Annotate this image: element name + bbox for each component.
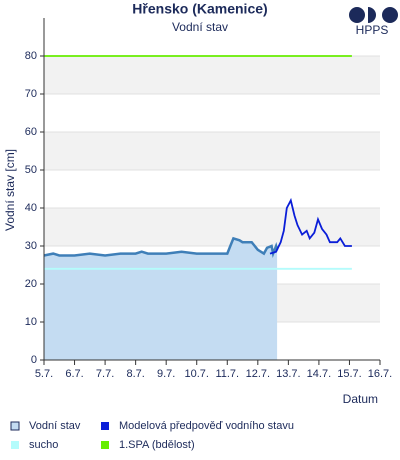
legend-swatch	[101, 441, 109, 449]
y-tick-label: 30	[25, 240, 37, 252]
x-tick-label: 6.7.	[65, 368, 83, 380]
x-tick-label: 16.7.	[368, 368, 392, 380]
grid-band	[44, 208, 380, 246]
legend-label: Vodní stav	[29, 420, 81, 432]
grid-band	[44, 132, 380, 170]
x-tick-label: 10.7.	[184, 368, 208, 380]
y-tick-label: 50	[25, 164, 37, 176]
x-tick-label: 12.7.	[246, 368, 270, 380]
x-tick-label: 9.7.	[157, 368, 175, 380]
x-tick-label: 5.7.	[35, 368, 53, 380]
legend-swatch	[10, 421, 20, 431]
x-axis-label: Datum	[343, 392, 378, 406]
logo: HPPS	[349, 7, 398, 37]
x-tick-label: 13.7.	[276, 368, 300, 380]
y-tick-label: 0	[31, 354, 37, 366]
y-tick-label: 60	[25, 126, 37, 138]
x-tick-label: 7.7.	[96, 368, 114, 380]
legend-label: 1.SPA (bdělost)	[119, 439, 195, 451]
x-tick-label: 8.7.	[126, 368, 144, 380]
y-tick-label: 40	[25, 202, 37, 214]
y-tick-label: 20	[25, 278, 37, 290]
x-tick-label: 14.7.	[307, 368, 331, 380]
y-tick-label: 80	[25, 50, 37, 62]
line	[269, 197, 352, 255]
y-axis-label: Vodní stav [cm]	[3, 149, 17, 231]
grid-band	[44, 56, 380, 94]
chart-subtitle: Vodní stav	[172, 20, 228, 34]
chart-title: Hřensko (Kamenice)	[132, 1, 267, 17]
x-tick-label: 15.7.	[337, 368, 361, 380]
logo-shape	[368, 7, 376, 23]
area-edge	[43, 236, 279, 259]
logo-shape	[382, 7, 398, 23]
logo-shape	[349, 7, 365, 23]
legend-label: Modelová předpověď vodního stavu	[119, 420, 294, 432]
y-tick-label: 10	[25, 316, 37, 328]
area	[44, 238, 278, 360]
legend-swatch	[11, 441, 19, 449]
legend-swatch	[101, 422, 109, 430]
x-tick-label: 11.7.	[215, 368, 239, 380]
logo-text: HPPS	[356, 23, 389, 37]
y-tick-label: 70	[25, 88, 37, 100]
legend-label: sucho	[29, 439, 58, 451]
